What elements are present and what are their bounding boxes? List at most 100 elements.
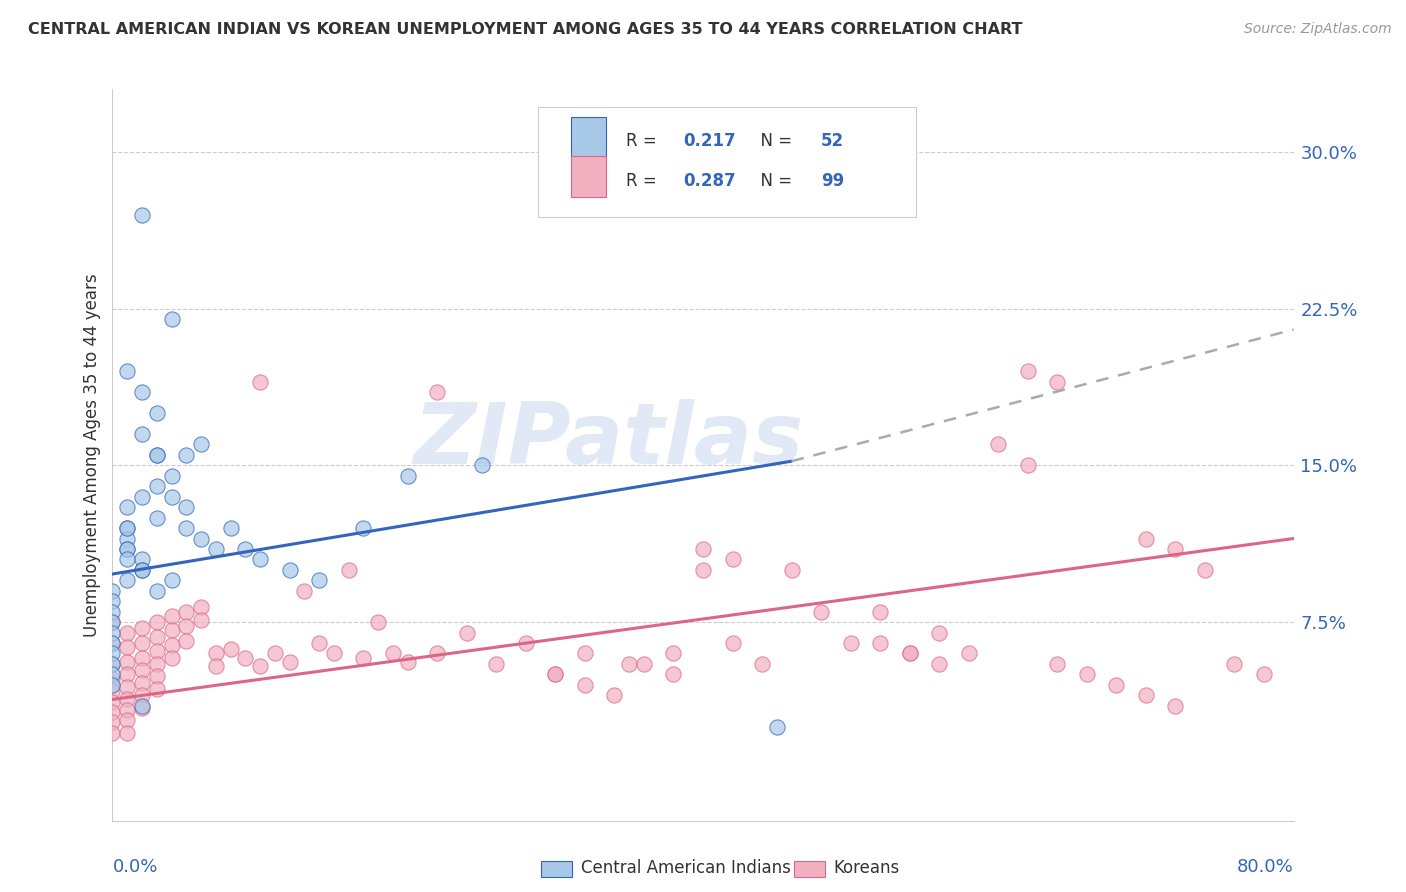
Point bbox=[146, 657, 169, 671]
Point bbox=[1135, 688, 1157, 702]
Point bbox=[619, 657, 641, 671]
Point bbox=[426, 385, 449, 400]
Point bbox=[928, 625, 950, 640]
Point bbox=[146, 510, 169, 524]
FancyBboxPatch shape bbox=[571, 156, 606, 197]
Point bbox=[249, 659, 271, 673]
Point bbox=[101, 594, 124, 608]
Point bbox=[957, 647, 980, 661]
Point bbox=[1017, 364, 1039, 378]
Point bbox=[396, 655, 419, 669]
Point bbox=[131, 208, 153, 222]
Point bbox=[292, 583, 315, 598]
Point bbox=[662, 667, 685, 681]
Point bbox=[633, 657, 655, 671]
Point bbox=[117, 521, 138, 535]
Point bbox=[117, 667, 138, 681]
Point bbox=[117, 541, 138, 556]
Point bbox=[146, 448, 169, 462]
Point bbox=[117, 552, 138, 566]
Point bbox=[117, 703, 138, 717]
Point bbox=[662, 647, 685, 661]
Text: N =: N = bbox=[751, 132, 797, 150]
Point bbox=[101, 694, 124, 708]
Point bbox=[1105, 678, 1128, 692]
Point bbox=[146, 630, 169, 644]
Point bbox=[117, 680, 138, 694]
Text: Central American Indians: Central American Indians bbox=[581, 859, 790, 877]
Point bbox=[146, 615, 169, 629]
Point bbox=[766, 720, 789, 734]
Point bbox=[1135, 532, 1157, 546]
Point bbox=[898, 647, 921, 661]
Point bbox=[131, 563, 153, 577]
Point bbox=[1046, 375, 1069, 389]
Text: CENTRAL AMERICAN INDIAN VS KOREAN UNEMPLOYMENT AMONG AGES 35 TO 44 YEARS CORRELA: CENTRAL AMERICAN INDIAN VS KOREAN UNEMPL… bbox=[28, 22, 1022, 37]
Point bbox=[308, 636, 330, 650]
Point bbox=[174, 500, 197, 515]
Point bbox=[337, 563, 360, 577]
Point bbox=[751, 657, 773, 671]
Text: R =: R = bbox=[626, 171, 662, 190]
Point bbox=[101, 678, 124, 692]
Point bbox=[456, 625, 478, 640]
Point bbox=[839, 636, 862, 650]
Point bbox=[396, 468, 419, 483]
Point bbox=[174, 448, 197, 462]
Text: 99: 99 bbox=[821, 171, 845, 190]
Point bbox=[205, 659, 228, 673]
Point bbox=[485, 657, 508, 671]
Point bbox=[101, 615, 124, 629]
Text: ZIPatlas: ZIPatlas bbox=[413, 399, 804, 482]
Point bbox=[101, 705, 124, 719]
Point bbox=[117, 532, 138, 546]
Text: Koreans: Koreans bbox=[834, 859, 900, 877]
Point bbox=[101, 615, 124, 629]
Text: 52: 52 bbox=[821, 132, 844, 150]
Point bbox=[544, 667, 567, 681]
Point bbox=[131, 563, 153, 577]
Point bbox=[174, 521, 197, 535]
Point bbox=[146, 681, 169, 696]
Point bbox=[898, 647, 921, 661]
Point bbox=[544, 667, 567, 681]
Point bbox=[131, 688, 153, 702]
Point bbox=[117, 714, 138, 728]
Point bbox=[426, 647, 449, 661]
Point bbox=[101, 715, 124, 730]
Point bbox=[131, 698, 153, 713]
Point bbox=[160, 624, 183, 638]
Point bbox=[1164, 541, 1187, 556]
Point bbox=[160, 650, 183, 665]
Point bbox=[131, 427, 153, 442]
Point bbox=[382, 647, 405, 661]
Point bbox=[574, 647, 596, 661]
Text: R =: R = bbox=[626, 132, 662, 150]
Point bbox=[174, 605, 197, 619]
Point bbox=[515, 636, 537, 650]
Point bbox=[146, 583, 169, 598]
Point bbox=[205, 647, 228, 661]
Y-axis label: Unemployment Among Ages 35 to 44 years: Unemployment Among Ages 35 to 44 years bbox=[83, 273, 101, 637]
Text: 0.217: 0.217 bbox=[683, 132, 735, 150]
Point bbox=[1253, 667, 1275, 681]
Point bbox=[160, 574, 183, 588]
Point bbox=[278, 563, 301, 577]
Point bbox=[692, 563, 714, 577]
Point bbox=[352, 521, 374, 535]
Point bbox=[131, 700, 153, 714]
Point bbox=[101, 583, 124, 598]
Point bbox=[131, 650, 153, 665]
Point bbox=[160, 312, 183, 326]
Point bbox=[131, 552, 153, 566]
Point bbox=[146, 669, 169, 683]
Point bbox=[131, 621, 153, 635]
Point bbox=[810, 605, 832, 619]
Point bbox=[219, 642, 242, 657]
Point bbox=[146, 479, 169, 493]
Point bbox=[160, 608, 183, 623]
Point bbox=[233, 650, 256, 665]
Point bbox=[174, 619, 197, 633]
Point bbox=[574, 678, 596, 692]
Point bbox=[869, 636, 891, 650]
